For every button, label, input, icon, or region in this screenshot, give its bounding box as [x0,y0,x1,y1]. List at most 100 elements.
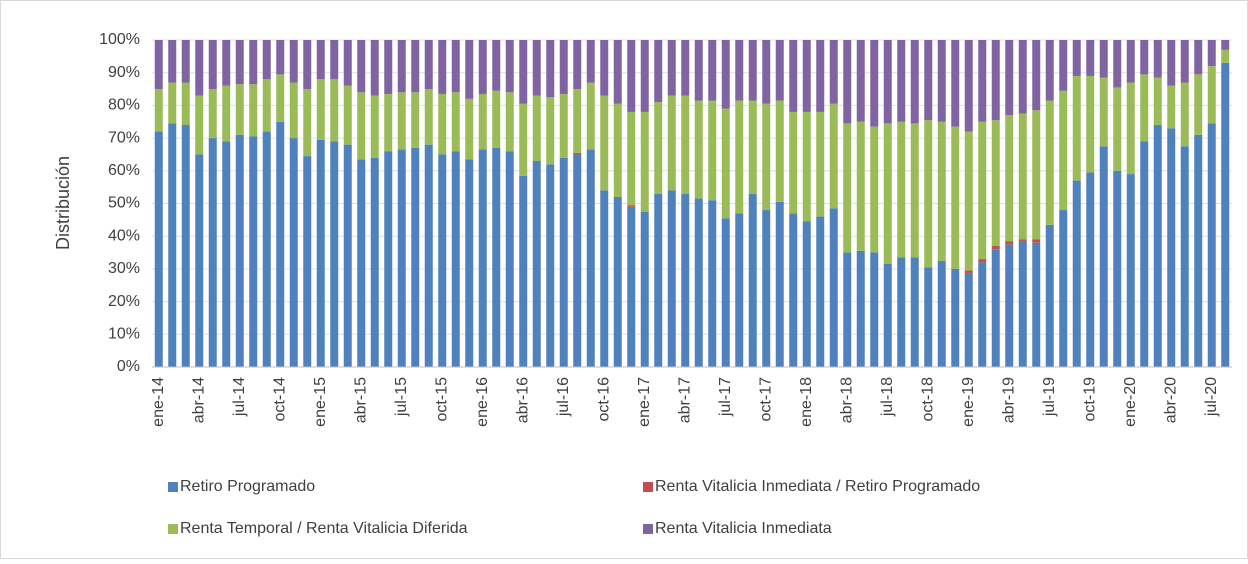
bar-segment [370,40,379,96]
bar-segment [937,40,946,122]
bar-segment [505,92,514,152]
y-axis-label: Distribución [53,156,73,250]
bar-segment [1099,77,1108,147]
legend-label: Renta Vitalicia Inmediata [655,520,832,537]
bar-segment [411,147,420,367]
bar-segment [195,40,204,96]
bar-segment [532,40,541,96]
bar-segment [438,154,447,367]
bar-segment [586,40,595,83]
bar-segment [492,147,501,367]
bar-segment [735,40,744,101]
bar-segment [532,95,541,161]
bar-segment [303,40,312,90]
bar-segment [478,40,487,94]
bar-segment [843,123,852,253]
y-tick-label: 10% [108,326,140,343]
bar-segment [951,126,960,269]
bar-segment [303,156,312,367]
bar-segment [816,111,825,217]
bar-segment [154,131,163,367]
bar-segment [870,126,879,253]
x-tick-label: jul-15 [393,377,410,417]
bar-segment [694,40,703,101]
bar-segment [640,111,649,212]
bar-segment [1221,49,1230,63]
bar-segment [478,93,487,150]
x-tick-label: jul-19 [1041,377,1058,417]
x-tick-label: abr-16 [514,377,531,423]
bar-segment [627,206,636,367]
bar-segment [438,93,447,155]
y-tick-label: 50% [108,195,140,212]
bar-segment [559,157,568,367]
bar-segment [1153,40,1162,78]
bar-segment [208,138,217,367]
bar-segment [1005,244,1014,367]
bar-segment [546,164,555,367]
bar-segment [640,211,649,367]
bar-segment [802,111,811,222]
bar-segment [748,100,757,194]
bar-segment [276,121,285,367]
bar-segment [654,102,663,194]
bar-segment [883,40,892,124]
bar-segment [1180,40,1189,83]
x-tick-label: jul-16 [555,377,572,417]
bar-segment [316,79,325,140]
bar-segment [600,40,609,96]
bar-segment [1032,110,1041,240]
bar-segment [492,40,501,91]
x-tick-label: jul-17 [717,377,734,417]
bar-segment [1207,66,1216,124]
legend-label: Renta Vitalicia Inmediata / Retiro Progr… [655,478,980,495]
bar-segment [681,95,690,194]
bar-segment [1072,75,1081,181]
bar-segment [600,95,609,191]
bar-segment [991,120,1000,247]
bar-segment [1005,115,1014,242]
bar-segment [262,40,271,80]
x-tick-label: oct-19 [1081,377,1098,422]
bar-segment [1180,146,1189,367]
bar-segment [330,40,339,80]
bar-segment [856,250,865,367]
bar-segment [667,95,676,191]
bar-segment [451,92,460,152]
bar-segment [397,40,406,93]
bar-segment [937,121,946,261]
bar-segment [762,210,771,367]
bar-segment [559,93,568,158]
bar-segment [343,85,352,145]
bar-segment [586,149,595,367]
x-tick-label: oct-15 [433,377,450,422]
bar-segment [964,131,973,271]
bar-segment [843,252,852,367]
bar-segment [829,40,838,104]
bar-segment [505,151,514,367]
bar-segment [424,89,433,145]
bar-segment [1126,174,1135,367]
bar-segment [775,100,784,202]
bar-segment [1113,170,1122,367]
bar-segment [802,40,811,112]
legend-swatch [168,482,178,492]
bar-segment [762,40,771,104]
bar-segment [829,103,838,209]
y-tick-label: 0% [117,358,140,375]
bar-segment [397,92,406,150]
bar-segment [870,252,879,367]
bar-segment [438,40,447,94]
y-tick-label: 70% [108,129,140,146]
bar-segment [964,40,973,132]
bar-segment [762,103,771,211]
bar-segment [910,257,919,367]
bar-segment [1140,40,1149,75]
bar-segment [991,40,1000,121]
legend-swatch [643,524,653,534]
bar-segment [816,40,825,112]
bar-segment [1045,40,1054,101]
bar-segment [1005,40,1014,116]
bar-segment [303,89,312,157]
bar-segment [1153,77,1162,126]
